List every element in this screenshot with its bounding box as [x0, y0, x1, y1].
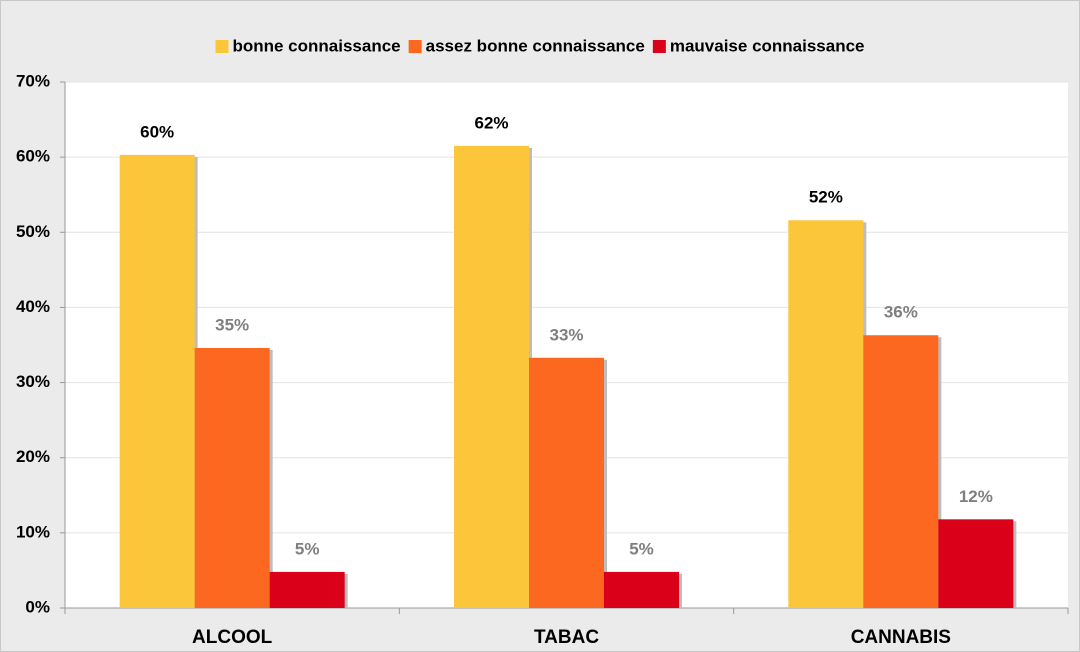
bar — [454, 145, 529, 608]
x-tick-label: TABAC — [534, 627, 599, 648]
legend-label: assez bonne connaissance — [426, 36, 645, 55]
bar — [194, 348, 270, 608]
y-tick-label: 20% — [16, 447, 50, 466]
data-label: 5% — [295, 539, 320, 558]
legend-swatch — [408, 40, 422, 53]
bar — [529, 357, 604, 608]
data-label: 5% — [629, 539, 654, 558]
x-tick-label: CANNABIS — [851, 627, 951, 648]
bar — [863, 335, 939, 608]
bar — [269, 571, 345, 608]
data-label: 62% — [474, 113, 508, 132]
bar — [604, 571, 679, 608]
legend-swatch — [652, 40, 666, 53]
y-tick-label: 70% — [16, 71, 50, 90]
data-label: 36% — [884, 303, 918, 322]
y-tick-label: 0% — [25, 597, 50, 616]
bar — [938, 519, 1014, 608]
y-tick-label: 60% — [16, 147, 50, 166]
data-label: 52% — [809, 188, 843, 207]
legend-swatch — [215, 40, 229, 53]
data-label: 33% — [549, 325, 583, 344]
y-tick-label: 10% — [16, 522, 50, 541]
data-label: 60% — [140, 122, 174, 141]
legend-label: bonne connaissance — [232, 36, 400, 55]
data-label: 35% — [215, 315, 249, 334]
bar — [119, 154, 195, 609]
y-tick-label: 30% — [16, 372, 50, 391]
legend-label: mauvaise connaissance — [670, 36, 865, 55]
bar — [788, 220, 864, 608]
x-tick-label: ALCOOL — [192, 627, 273, 648]
data-label: 12% — [959, 487, 993, 506]
y-tick-label: 40% — [16, 297, 50, 316]
y-tick-label: 50% — [16, 222, 50, 241]
